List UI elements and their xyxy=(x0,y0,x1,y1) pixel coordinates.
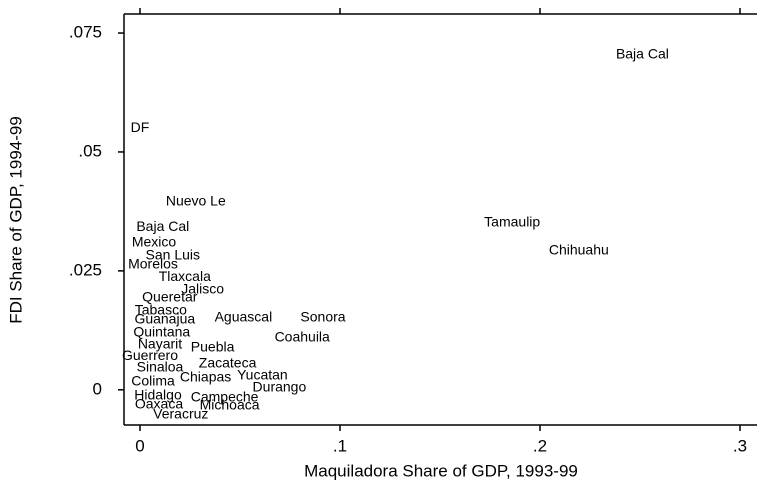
point-label: Tabasco xyxy=(135,302,187,318)
point-label: Coahuila xyxy=(275,329,330,345)
y-tick-label: .075 xyxy=(69,23,102,42)
x-tick-label: .1 xyxy=(333,436,347,455)
point-label: Quintana xyxy=(133,323,190,339)
x-tick-label: .2 xyxy=(533,436,547,455)
point-label: Queretar xyxy=(142,289,198,305)
point-label: Campeche xyxy=(191,389,259,405)
point-label: Sinaloa xyxy=(137,359,184,375)
point-label: Oaxaca xyxy=(135,396,183,412)
point-label: Chiapas xyxy=(180,369,231,385)
point-label: Jalisco xyxy=(181,281,224,297)
point-label: Nayarit xyxy=(138,335,182,351)
x-axis-title: Maquiladora Share of GDP, 1993-99 xyxy=(304,461,578,480)
point-label: Colima xyxy=(131,372,175,388)
point-label: Tamaulip xyxy=(484,214,540,230)
y-axis-title: FDI Share of GDP, 1994-99 xyxy=(6,116,25,324)
point-label: DF xyxy=(131,119,150,135)
point-label: Durango xyxy=(253,379,307,395)
point-label: Guerrero xyxy=(122,347,178,363)
y-tick-label: .05 xyxy=(78,141,102,160)
point-label: Hidalgo xyxy=(134,387,182,403)
point-label: Chihuahu xyxy=(549,242,609,258)
point-label: Nuevo Le xyxy=(166,193,226,209)
point-label: San Luis xyxy=(146,246,200,262)
x-tick-label: .3 xyxy=(733,436,747,455)
point-label: Mexico xyxy=(132,234,177,250)
point-label: Veracruz xyxy=(153,406,208,422)
point-label: Baja Cal xyxy=(136,218,189,234)
point-label: Aguascal xyxy=(215,309,273,325)
point-label: Morelos xyxy=(128,255,178,271)
point-label: Zacateca xyxy=(199,354,257,370)
point-label: Guanajua xyxy=(134,311,195,327)
point-label: Michoaca xyxy=(200,397,260,413)
point-label: Baja Cal xyxy=(616,46,669,62)
y-tick-label: 0 xyxy=(93,379,102,398)
point-label: Sonora xyxy=(300,309,345,325)
point-label: Yucatan xyxy=(237,367,288,383)
point-label: Tlaxcala xyxy=(159,268,211,284)
point-label: Puebla xyxy=(191,339,235,355)
x-tick-label: 0 xyxy=(135,436,144,455)
y-tick-label: .025 xyxy=(69,260,102,279)
